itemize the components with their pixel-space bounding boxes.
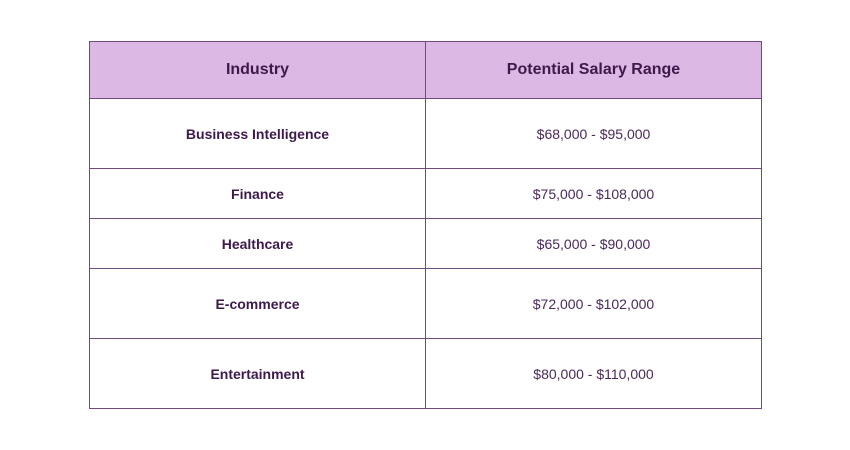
salary-table: Industry Potential Salary Range Business…	[89, 41, 762, 409]
industry-cell: Business Intelligence	[89, 98, 426, 169]
salary-cell: $75,000 - $108,000	[425, 168, 762, 219]
industry-cell: Healthcare	[89, 218, 426, 269]
header-row: Industry Potential Salary Range	[89, 41, 762, 99]
table-row: Finance $75,000 - $108,000	[89, 168, 762, 219]
industry-cell: Entertainment	[89, 338, 426, 409]
industry-cell: E-commerce	[89, 268, 426, 339]
table-row: Healthcare $65,000 - $90,000	[89, 218, 762, 269]
header-industry: Industry	[89, 41, 426, 99]
table-row: Business Intelligence $68,000 - $95,000	[89, 98, 762, 169]
salary-cell: $80,000 - $110,000	[425, 338, 762, 409]
industry-cell: Finance	[89, 168, 426, 219]
header-salary-range: Potential Salary Range	[425, 41, 762, 99]
table-row: E-commerce $72,000 - $102,000	[89, 268, 762, 339]
table-row: Entertainment $80,000 - $110,000	[89, 338, 762, 409]
salary-cell: $68,000 - $95,000	[425, 98, 762, 169]
salary-cell: $65,000 - $90,000	[425, 218, 762, 269]
salary-cell: $72,000 - $102,000	[425, 268, 762, 339]
